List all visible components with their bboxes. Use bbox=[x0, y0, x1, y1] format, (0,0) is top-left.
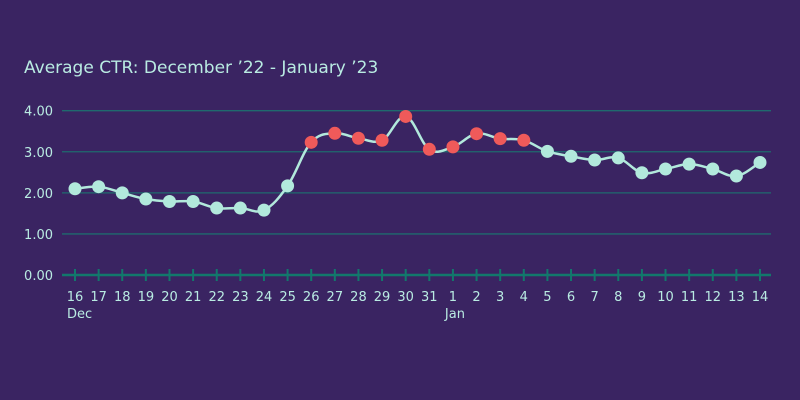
x-tick-label: 12 bbox=[704, 290, 721, 305]
data-point[interactable] bbox=[729, 169, 743, 183]
data-point[interactable] bbox=[588, 153, 602, 167]
y-tick-label: 4.00 bbox=[24, 105, 53, 120]
x-tick-label: 20 bbox=[161, 290, 178, 305]
data-point[interactable] bbox=[68, 182, 82, 196]
y-tick-label: 0.00 bbox=[24, 269, 53, 284]
x-tick-label: 6 bbox=[567, 290, 575, 305]
data-point[interactable] bbox=[257, 203, 271, 217]
x-tick-label: 9 bbox=[638, 290, 646, 305]
x-tick-label: 30 bbox=[397, 290, 414, 305]
x-tick-label: 7 bbox=[591, 290, 599, 305]
data-point[interactable] bbox=[210, 201, 224, 215]
x-tick-label: 13 bbox=[728, 290, 745, 305]
highlighted-data-point[interactable] bbox=[375, 133, 389, 147]
data-points bbox=[68, 109, 767, 217]
x-tick-label: 4 bbox=[520, 290, 528, 305]
month-label: Jan bbox=[444, 307, 465, 322]
x-tick-label: 1 bbox=[449, 290, 457, 305]
data-point[interactable] bbox=[186, 194, 200, 208]
x-tick-label: 22 bbox=[208, 290, 225, 305]
data-point[interactable] bbox=[753, 155, 767, 169]
highlighted-data-point[interactable] bbox=[470, 127, 484, 141]
data-point[interactable] bbox=[659, 162, 673, 176]
x-tick-label: 3 bbox=[496, 290, 504, 305]
x-axis: 16 17 18 19 20 21 22 23 24 25 26 27 28 29 30 31 1 2 3 4 5 6 7 8… bbox=[62, 269, 771, 322]
data-point[interactable] bbox=[281, 179, 295, 193]
highlighted-data-point[interactable] bbox=[399, 109, 413, 123]
x-tick-label: 24 bbox=[256, 290, 273, 305]
x-tick-label: 10 bbox=[657, 290, 674, 305]
x-tick-label: 23 bbox=[232, 290, 249, 305]
data-point[interactable] bbox=[162, 194, 176, 208]
x-tick-label: 21 bbox=[185, 290, 202, 305]
series-line bbox=[74, 115, 761, 213]
y-axis: 0.00 1.00 2.00 3.00 4.00 bbox=[24, 105, 53, 284]
y-tick-label: 3.00 bbox=[24, 146, 53, 161]
highlighted-data-point[interactable] bbox=[328, 126, 342, 140]
x-tick-label: 5 bbox=[543, 290, 551, 305]
x-tick-label: 17 bbox=[90, 290, 107, 305]
x-tick-label: 11 bbox=[681, 290, 698, 305]
x-tick-label: 8 bbox=[614, 290, 622, 305]
data-point[interactable] bbox=[540, 144, 554, 158]
x-tick-label: 28 bbox=[350, 290, 367, 305]
highlighted-data-point[interactable] bbox=[351, 131, 365, 145]
data-point[interactable] bbox=[682, 157, 696, 171]
month-label: Dec bbox=[67, 307, 92, 322]
x-tick-label: 25 bbox=[279, 290, 296, 305]
y-tick-label: 1.00 bbox=[24, 228, 53, 243]
data-point[interactable] bbox=[611, 151, 625, 165]
x-tick-label: 14 bbox=[752, 290, 769, 305]
data-point[interactable] bbox=[92, 180, 106, 194]
x-tick-label: 18 bbox=[114, 290, 131, 305]
x-tick-label: 27 bbox=[327, 290, 344, 305]
data-point[interactable] bbox=[139, 192, 153, 206]
y-tick-label: 2.00 bbox=[24, 187, 53, 202]
x-tick-label: 2 bbox=[472, 290, 480, 305]
highlighted-data-point[interactable] bbox=[446, 140, 460, 154]
data-point[interactable] bbox=[635, 166, 649, 180]
data-point[interactable] bbox=[115, 186, 129, 200]
x-tick-label: 19 bbox=[138, 290, 155, 305]
highlighted-data-point[interactable] bbox=[422, 142, 436, 156]
highlighted-data-point[interactable] bbox=[517, 133, 531, 147]
x-tick-label: 16 bbox=[67, 290, 84, 305]
data-point[interactable] bbox=[233, 201, 247, 215]
highlighted-data-point[interactable] bbox=[493, 132, 507, 146]
x-tick-label: 31 bbox=[421, 290, 438, 305]
data-point[interactable] bbox=[706, 162, 720, 176]
data-point[interactable] bbox=[564, 149, 578, 163]
x-tick-label: 29 bbox=[374, 290, 391, 305]
gridlines bbox=[62, 110, 771, 235]
x-tick-label: 26 bbox=[303, 290, 320, 305]
chart-title: Average CTR: December ’22 - January ’23 bbox=[24, 58, 378, 78]
highlighted-data-point[interactable] bbox=[304, 135, 318, 149]
